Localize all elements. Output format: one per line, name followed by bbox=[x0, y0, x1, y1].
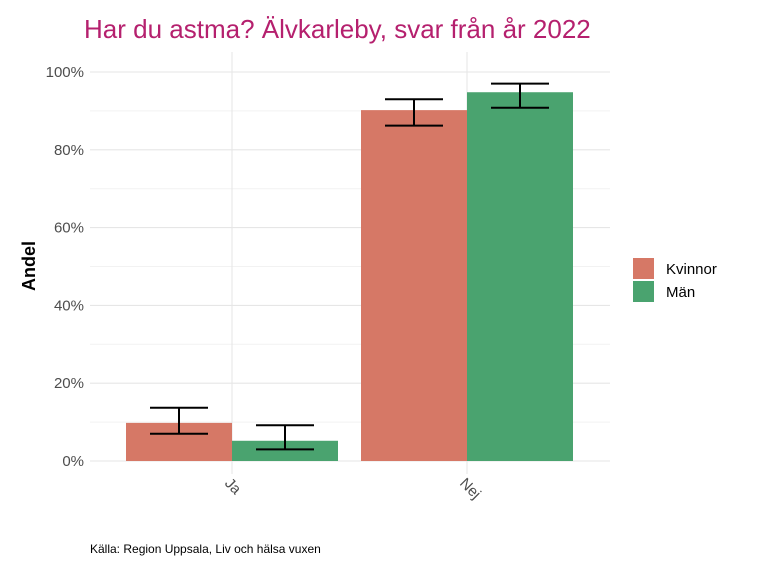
x-axis: Ja Nej bbox=[221, 475, 484, 503]
y-tick-label: 0% bbox=[62, 453, 84, 470]
y-axis-label: Andel bbox=[19, 241, 39, 291]
caption: Källa: Region Uppsala, Liv och hälsa vux… bbox=[90, 542, 321, 556]
y-tick-label: 100% bbox=[46, 64, 84, 81]
legend: Kvinnor Män bbox=[633, 258, 717, 302]
error-bars bbox=[150, 82, 549, 451]
y-tick-label: 80% bbox=[54, 142, 84, 159]
legend-label: Män bbox=[666, 284, 695, 301]
x-tick-label: Ja bbox=[221, 475, 245, 499]
y-tick-label: 40% bbox=[54, 297, 84, 314]
y-axis: 0% 20% 40% 60% 80% 100% bbox=[46, 64, 84, 470]
chart-title: Har du astma? Älvkarleby, svar från år 2… bbox=[84, 14, 591, 44]
x-tick-label: Nej bbox=[456, 475, 484, 503]
bars bbox=[126, 92, 573, 461]
bar bbox=[232, 440, 338, 461]
y-tick-label: 60% bbox=[54, 220, 84, 237]
legend-label: Kvinnor bbox=[666, 261, 717, 278]
legend-swatch bbox=[633, 258, 654, 279]
bar bbox=[361, 110, 467, 461]
legend-swatch bbox=[633, 281, 654, 302]
y-tick-label: 20% bbox=[54, 375, 84, 392]
bar bbox=[467, 92, 573, 461]
